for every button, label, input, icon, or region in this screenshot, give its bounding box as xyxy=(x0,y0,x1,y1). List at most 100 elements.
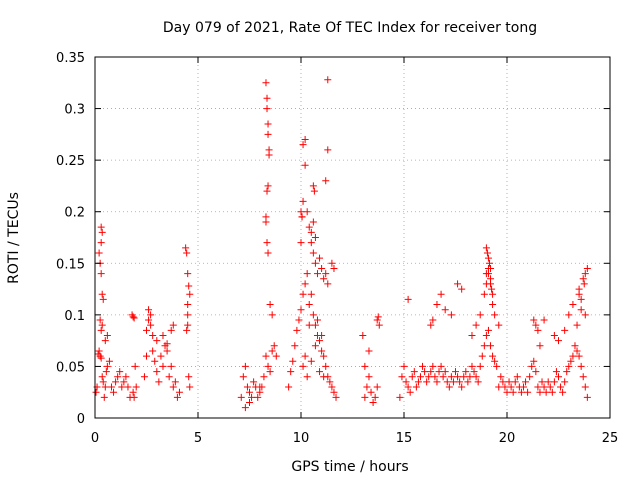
data-point xyxy=(311,342,319,350)
data-point xyxy=(441,306,449,314)
data-point xyxy=(159,331,167,339)
x-tick-label: 15 xyxy=(396,431,413,446)
data-point xyxy=(361,393,369,401)
data-point xyxy=(466,373,474,381)
data-point xyxy=(579,275,587,283)
data-point xyxy=(262,79,270,87)
data-point xyxy=(575,285,583,293)
data-point xyxy=(478,352,486,360)
data-point xyxy=(487,342,495,350)
data-point xyxy=(268,311,276,319)
data-point xyxy=(373,316,381,324)
data-point xyxy=(542,388,550,396)
data-point xyxy=(569,352,577,360)
data-point xyxy=(330,264,338,272)
data-point xyxy=(559,388,567,396)
data-point xyxy=(445,383,453,391)
data-point xyxy=(310,187,318,195)
data-point xyxy=(573,321,581,329)
data-point xyxy=(322,177,330,185)
data-point xyxy=(530,316,538,324)
data-point xyxy=(421,368,429,376)
x-tick-label: 0 xyxy=(91,431,99,446)
data-point xyxy=(534,326,542,334)
data-point xyxy=(447,373,455,381)
data-point xyxy=(264,130,272,138)
data-point xyxy=(581,383,589,391)
data-point xyxy=(522,378,530,386)
data-point xyxy=(482,331,490,339)
data-point xyxy=(263,239,271,247)
data-point xyxy=(548,388,556,396)
data-point xyxy=(495,383,503,391)
data-point xyxy=(513,373,521,381)
data-point xyxy=(534,383,542,391)
data-point xyxy=(95,347,103,355)
data-point xyxy=(129,313,137,321)
data-point xyxy=(468,331,476,339)
data-point xyxy=(264,249,272,257)
data-point xyxy=(101,337,109,345)
data-point xyxy=(526,373,534,381)
y-tick-label: 0.35 xyxy=(56,51,85,66)
data-point xyxy=(509,388,517,396)
data-point xyxy=(307,228,315,236)
data-point xyxy=(298,213,306,221)
data-point xyxy=(171,378,179,386)
data-point xyxy=(324,146,332,154)
plot-frame xyxy=(94,56,611,419)
data-point xyxy=(307,357,315,365)
data-point xyxy=(550,331,558,339)
data-point xyxy=(577,362,585,370)
data-point xyxy=(318,264,326,272)
data-point xyxy=(519,383,527,391)
y-tick-label: 0.05 xyxy=(56,360,85,375)
data-point xyxy=(429,362,437,370)
data-point xyxy=(103,362,111,370)
data-point xyxy=(324,76,332,84)
data-point xyxy=(301,352,309,360)
data-point xyxy=(118,383,126,391)
data-point xyxy=(437,362,445,370)
data-point xyxy=(437,290,445,298)
data-point xyxy=(132,383,140,391)
y-tick-label: 0.15 xyxy=(56,257,85,272)
data-point xyxy=(493,362,501,370)
data-point xyxy=(468,362,476,370)
data-point xyxy=(256,383,264,391)
data-point xyxy=(501,383,509,391)
data-point xyxy=(487,275,495,283)
data-point xyxy=(482,280,490,288)
data-point xyxy=(532,321,540,329)
data-point xyxy=(248,393,256,401)
data-point xyxy=(291,342,299,350)
data-point xyxy=(239,373,247,381)
data-point xyxy=(287,368,295,376)
data-point xyxy=(250,378,258,386)
data-point xyxy=(497,373,505,381)
data-point xyxy=(550,378,558,386)
data-point xyxy=(299,362,307,370)
data-point xyxy=(241,362,249,370)
data-point xyxy=(309,249,317,257)
data-point xyxy=(552,368,560,376)
data-point xyxy=(505,378,513,386)
data-point xyxy=(246,399,253,407)
data-point xyxy=(98,321,106,329)
x-tick-label: 10 xyxy=(293,431,310,446)
data-point xyxy=(555,337,562,345)
data-point xyxy=(561,326,569,334)
data-point xyxy=(305,321,313,329)
data-point xyxy=(260,373,268,381)
data-point xyxy=(476,311,484,319)
data-point xyxy=(536,342,544,350)
data-point xyxy=(305,301,313,309)
data-point xyxy=(400,362,408,370)
data-point xyxy=(373,383,381,391)
data-point xyxy=(120,378,128,386)
data-point xyxy=(293,326,301,334)
data-point xyxy=(114,373,122,381)
data-point xyxy=(318,347,326,355)
data-point xyxy=(452,368,459,376)
